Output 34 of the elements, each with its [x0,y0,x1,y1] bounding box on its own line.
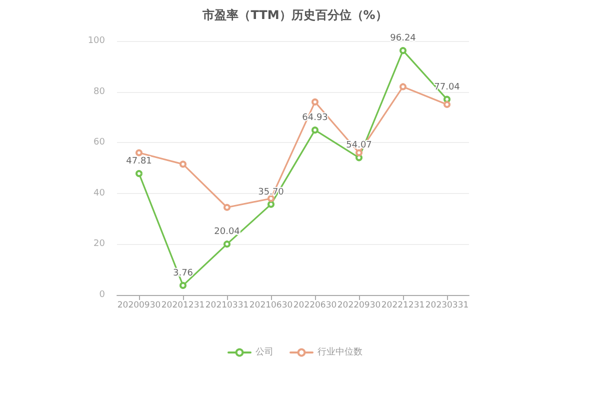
x-tick-label: 20210630 [249,300,293,310]
x-tick-label: 20201231 [161,300,205,310]
point [136,149,142,156]
chart-title: 市盈率（TTM）历史百分位（%） [202,8,388,22]
point [180,160,186,168]
x-tick-label: 20221231 [381,300,425,310]
x-tick-label: 20210331 [205,300,249,310]
legend-label: 行业中位数 [318,346,362,358]
data-label: 47.81 [126,156,152,167]
point [356,149,362,156]
y-tick-label: 100 [88,36,106,46]
y-tick-label: 60 [94,138,106,148]
point [400,83,406,90]
y-tick-label: 80 [94,86,106,97]
point [136,170,142,178]
y-tick-label: 0 [99,290,106,300]
legend-label: 公司 [256,346,274,358]
point [444,96,450,103]
data-label: 20.04 [214,227,240,238]
point [224,204,230,211]
point [224,240,230,248]
point [312,98,318,106]
point [400,47,406,54]
x-tick-label: 20230331 [425,300,469,310]
y-tick-label: 20 [94,239,106,250]
x-tick-label: 20220930 [337,300,381,310]
point [180,282,186,289]
x-tick-label: 20200930 [117,300,161,310]
point [312,126,318,134]
data-label: 96.24 [390,34,416,44]
x-tick-label: 20220630 [293,300,337,310]
y-tick-label: 40 [94,188,106,198]
point [444,101,450,108]
point [268,200,274,208]
